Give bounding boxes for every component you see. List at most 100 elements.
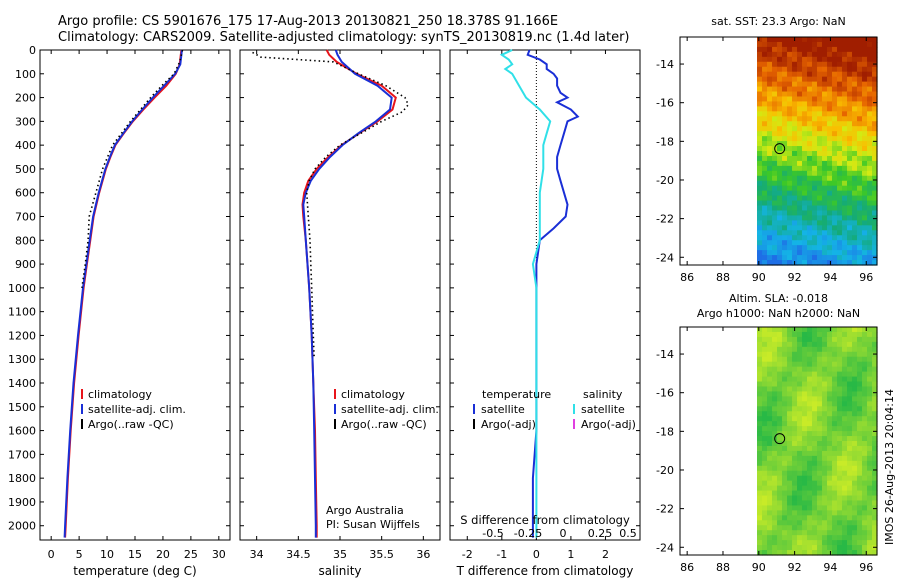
heat-cell: [827, 475, 833, 482]
heat-cell: [872, 431, 878, 437]
heat-cell: [862, 41, 868, 48]
heat-cell: [807, 255, 813, 261]
heat-cell: [827, 445, 833, 452]
heat-cell: [777, 46, 783, 53]
heat-cell: [782, 235, 788, 241]
heat-cell: [802, 101, 808, 107]
heat-cell: [827, 37, 833, 43]
heat-cell: [817, 220, 823, 226]
heat-cell: [792, 445, 798, 452]
heat-cell: [837, 460, 843, 467]
heat-cell: [852, 37, 858, 43]
heat-cell: [872, 41, 878, 48]
heat-cell: [762, 530, 768, 536]
heat-cell: [842, 37, 848, 43]
heat-cell: [762, 81, 768, 88]
heat-cell: [767, 431, 773, 437]
heat-cell: [812, 540, 818, 546]
heat-cell: [867, 56, 873, 63]
heat-cell: [822, 46, 828, 53]
heat-cell: [862, 445, 868, 452]
heat-cell: [857, 500, 863, 507]
heat-cell: [857, 346, 863, 353]
heat-cell: [837, 336, 843, 343]
heat-cell: [837, 235, 843, 241]
heat-cell: [832, 180, 838, 187]
heat-cell: [757, 200, 763, 207]
heat-cell: [857, 230, 863, 236]
heat-cell: [777, 530, 783, 536]
heat-cell: [817, 200, 823, 207]
heat-cell: [807, 116, 813, 122]
heat-cell: [787, 61, 793, 68]
heat-cell: [827, 431, 833, 437]
heat-cell: [827, 495, 833, 502]
heat-cell: [797, 180, 803, 187]
heat-cell: [867, 141, 873, 147]
heat-cell: [782, 401, 788, 407]
heat-cell: [762, 136, 768, 142]
heat-cell: [812, 361, 818, 368]
heat-cell: [772, 46, 778, 53]
heat-cell: [822, 131, 828, 137]
heat-cell: [757, 426, 763, 432]
heat-cell: [867, 116, 873, 122]
heat-cell: [812, 525, 818, 531]
heat-cell: [837, 245, 843, 251]
heat-cell: [792, 426, 798, 432]
heat-cell: [867, 190, 873, 197]
heat-cell: [792, 131, 798, 137]
heat-cell: [822, 545, 828, 551]
heat-cell: [817, 121, 823, 127]
heat-cell: [862, 550, 868, 556]
heat-cell: [777, 470, 783, 477]
heat-cell: [857, 126, 863, 132]
heat-cell: [792, 240, 798, 246]
heat-cell: [827, 550, 833, 556]
heat-cell: [802, 111, 808, 117]
heat-cell: [842, 66, 848, 73]
heat-cell: [867, 121, 873, 127]
heat-cell: [767, 160, 773, 167]
heat-cell: [862, 160, 868, 167]
heat-cell: [817, 81, 823, 88]
heat-cell: [867, 155, 873, 162]
heat-cell: [852, 91, 858, 98]
heat-cell: [862, 215, 868, 221]
heat-cell: [872, 450, 878, 457]
heat-cell: [767, 141, 773, 147]
y-tick-label: 1200: [8, 329, 36, 342]
heat-cell: [852, 545, 858, 551]
heat-cell: [792, 356, 798, 363]
heat-cell: [857, 210, 863, 217]
heat-cell: [867, 450, 873, 457]
heat-cell: [807, 545, 813, 551]
heat-cell: [762, 406, 768, 412]
heat-cell: [757, 56, 763, 63]
heat-cell: [867, 41, 873, 48]
heat-cell: [842, 185, 848, 192]
heat-cell: [837, 240, 843, 246]
heat-cell: [842, 160, 848, 167]
heat-cell: [817, 406, 823, 412]
heat-cell: [837, 540, 843, 546]
heat-cell: [817, 361, 823, 368]
heat-cell: [857, 505, 863, 511]
heat-cell: [787, 455, 793, 462]
heat-cell: [847, 190, 853, 197]
heat-cell: [757, 91, 763, 98]
heat-cell: [757, 46, 763, 53]
heat-cell: [842, 200, 848, 207]
heat-cell: [757, 530, 763, 536]
heat-cell: [837, 136, 843, 142]
heat-cell: [787, 235, 793, 241]
heat-cell: [772, 351, 778, 358]
heat-cell: [827, 185, 833, 192]
heat-cell: [762, 421, 768, 427]
heat-cell: [822, 431, 828, 437]
heat-cell: [812, 66, 818, 73]
heat-cell: [807, 106, 813, 112]
heat-cell: [857, 106, 863, 112]
heat-cell: [772, 61, 778, 68]
heat-cell: [867, 165, 873, 172]
